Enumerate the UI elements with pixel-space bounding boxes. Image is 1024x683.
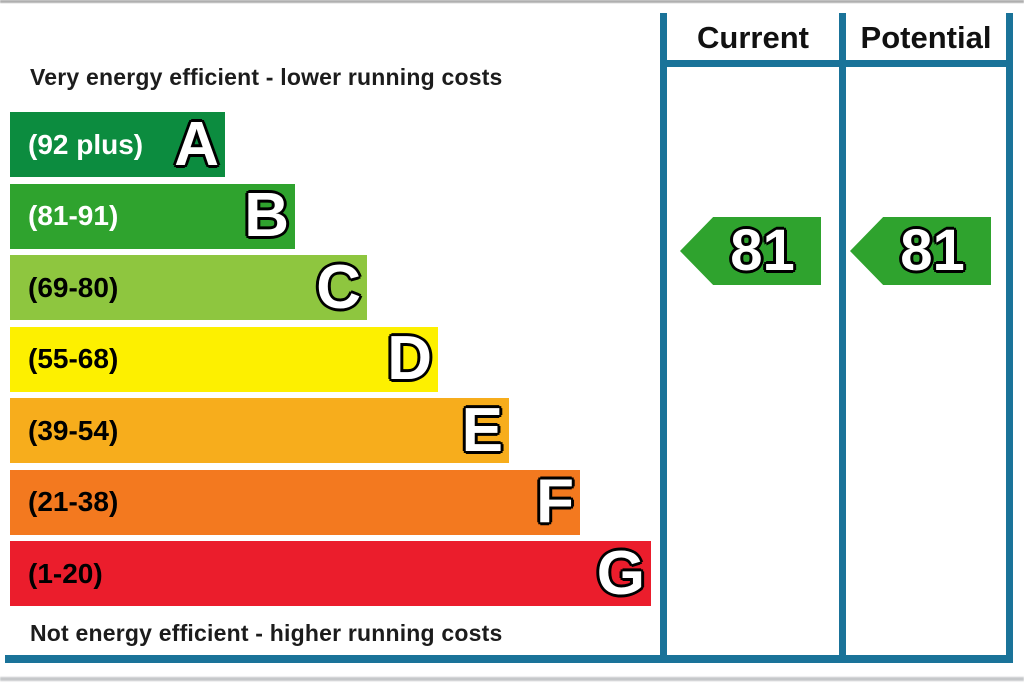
- band-range-label: (1-20): [28, 557, 103, 589]
- top-edge-line: [0, 0, 1024, 3]
- band-row: (21-38) F: [10, 467, 580, 536]
- band-row: (69-80) C: [10, 255, 367, 320]
- band-letter: A: [174, 109, 219, 179]
- caption-not-efficient: Not energy efficient - higher running co…: [30, 620, 503, 646]
- band-range-label: (92 plus): [28, 128, 144, 160]
- rating-bands: (92 plus) A (81-91) B (69-80) C (55-68) …: [10, 112, 651, 613]
- band-range-label: (39-54): [28, 414, 119, 446]
- band-letter: B: [244, 181, 289, 250]
- current-column-header: Current: [697, 20, 809, 55]
- band-range-label: (21-38): [28, 486, 119, 517]
- band-letter: C: [316, 252, 361, 322]
- potential-column-header: Potential: [860, 20, 992, 55]
- band-range-label: (55-68): [28, 343, 119, 374]
- potential-rating-arrow: 81: [850, 217, 991, 285]
- frame-divider-left: [660, 13, 667, 663]
- band-letter: E: [461, 395, 503, 465]
- potential-rating-value: 81: [900, 218, 965, 283]
- header-underline: [660, 60, 1013, 67]
- band-row: (1-20) G: [10, 541, 651, 606]
- caption-very-efficient: Very energy efficient - lower running co…: [30, 64, 503, 90]
- current-rating-arrow: 81: [680, 217, 821, 285]
- band-letter: G: [596, 538, 645, 608]
- band-row: (92 plus) A: [10, 112, 225, 177]
- band-row: (55-68) D: [10, 324, 438, 393]
- frame-divider-middle: [839, 13, 846, 663]
- bottom-edge-line: [0, 677, 1024, 681]
- frame-divider-right: [1006, 13, 1013, 663]
- current-rating-value: 81: [730, 218, 795, 283]
- band-range-label: (69-80): [28, 271, 119, 303]
- band-range-label: (81-91): [28, 200, 119, 231]
- band-letter: F: [536, 467, 574, 536]
- band-row: (39-54) E: [10, 398, 509, 463]
- frame-bottom-border: [5, 655, 1013, 663]
- band-row: (81-91) B: [10, 181, 295, 250]
- band-letter: D: [387, 324, 432, 393]
